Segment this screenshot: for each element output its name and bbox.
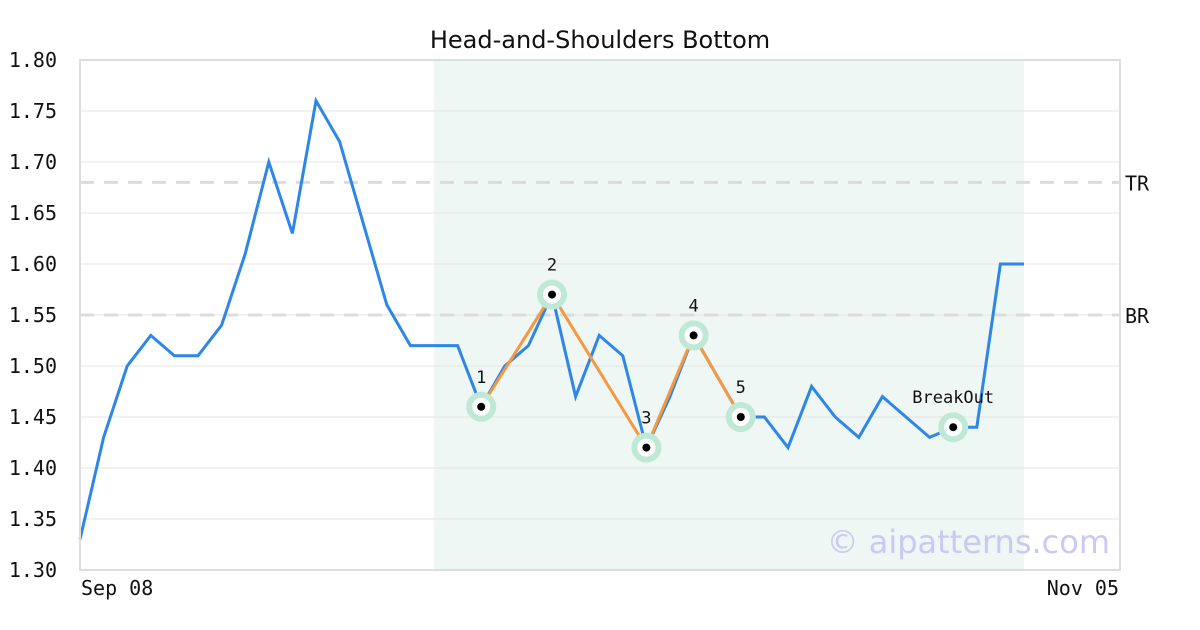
pattern-point — [689, 331, 698, 340]
y-tick-label: 1.65 — [9, 201, 57, 225]
level-label-br: BR — [1125, 304, 1150, 328]
pattern-point — [477, 402, 486, 411]
y-tick-label: 1.70 — [9, 150, 57, 174]
y-tick-label: 1.35 — [9, 507, 57, 531]
pattern-point-label: 5 — [736, 378, 746, 398]
x-tick-label-start: Sep 08 — [81, 576, 153, 600]
y-tick-label: 1.45 — [9, 405, 57, 429]
y-tick-label: 1.80 — [9, 48, 57, 72]
pattern-point — [642, 443, 651, 452]
chart-title: Head-and-Shoulders Bottom — [430, 26, 770, 54]
pattern-point-label: 4 — [688, 296, 698, 316]
pattern-point-label: 2 — [547, 256, 557, 276]
y-tick-label: 1.60 — [9, 252, 57, 276]
plot-frame — [79, 59, 1121, 571]
level-label-tr: TR — [1125, 171, 1150, 195]
y-tick-label: 1.30 — [9, 558, 57, 582]
pattern-point — [736, 413, 745, 421]
pattern-point-label: BreakOut — [912, 388, 994, 408]
x-tick-label-end: Nov 05 — [1047, 576, 1119, 600]
watermark: © aipatterns.com — [827, 523, 1110, 561]
y-tick-label: 1.40 — [9, 456, 57, 480]
y-tick-label: 1.50 — [9, 354, 57, 378]
y-tick-label: 1.75 — [9, 99, 57, 123]
pattern-point-label: 1 — [476, 368, 486, 388]
pattern-point — [949, 423, 958, 432]
pattern-point-label: 3 — [641, 409, 651, 429]
pattern-point — [548, 290, 556, 299]
y-tick-label: 1.55 — [9, 303, 57, 327]
